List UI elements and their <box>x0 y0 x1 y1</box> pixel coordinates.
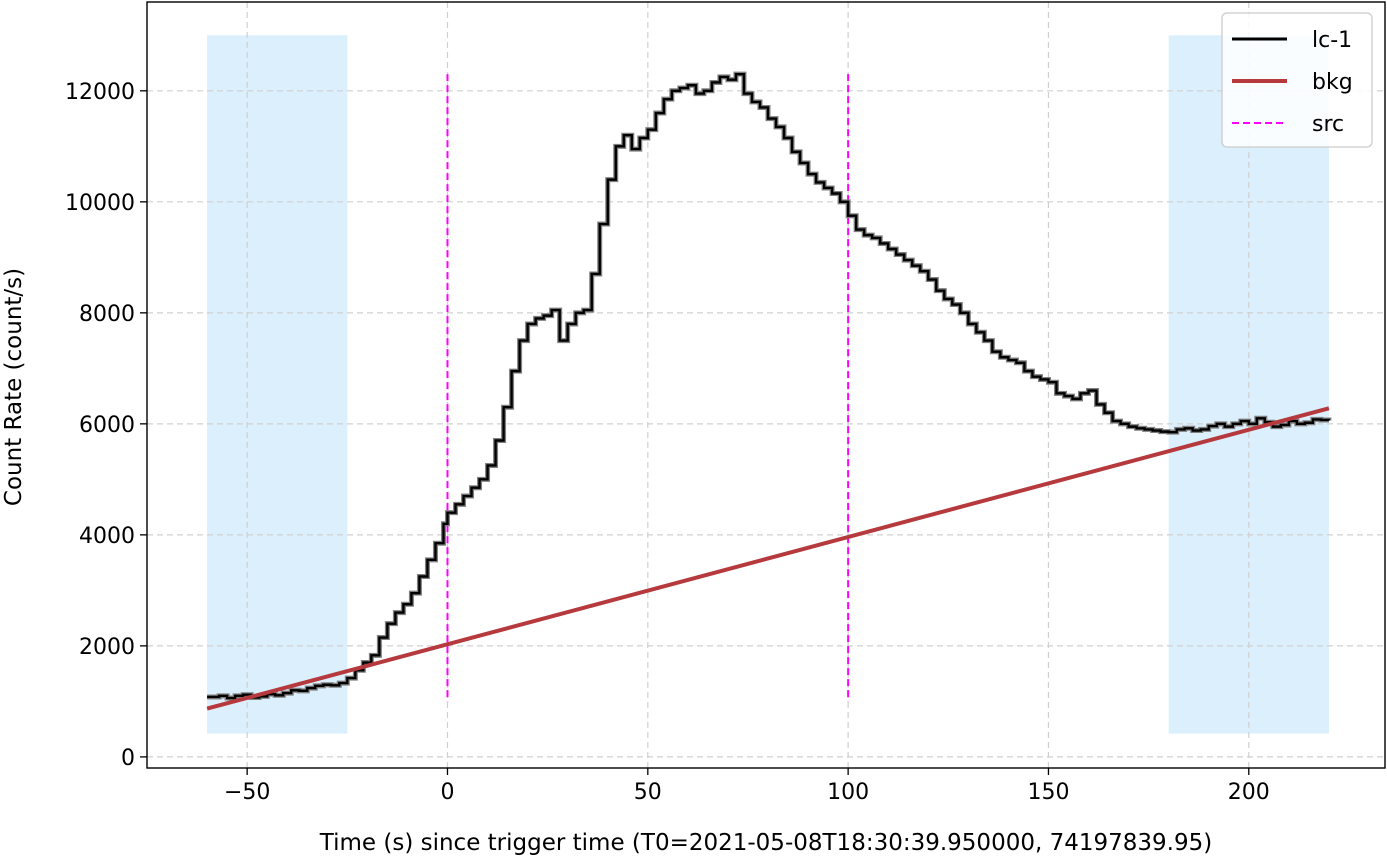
x-tick-label: 200 <box>1228 780 1270 805</box>
series-lc-1 <box>207 72 1331 700</box>
y-tick-label: 12000 <box>65 80 135 105</box>
x-tick-label: 100 <box>827 780 869 805</box>
x-tick-label: 50 <box>634 780 662 805</box>
y-tick-label: 4000 <box>79 524 135 549</box>
legend-label-bkg: bkg <box>1312 70 1353 95</box>
axes-frame <box>146 1 1386 769</box>
series-layer <box>206 71 1332 711</box>
x-axis-ticks: −50 0 50 100 150 200 <box>224 768 1270 805</box>
source-interval-lines <box>446 74 850 702</box>
legend: lc-1 bkg src <box>1221 12 1373 148</box>
legend-label-lc-1: lc-1 <box>1312 28 1352 53</box>
legend-box <box>1221 12 1373 148</box>
x-axis-label: Time (s) since trigger time (T0=2021-05-… <box>319 830 1212 856</box>
y-tick-label: 10000 <box>65 191 135 216</box>
y-tick-label: 0 <box>121 746 135 771</box>
x-tick-label: 0 <box>440 780 454 805</box>
y-axis-ticks: 0 2000 4000 6000 8000 10000 12000 <box>65 80 147 771</box>
y-tick-label: 6000 <box>79 413 135 438</box>
background-interval-1 <box>207 35 348 734</box>
x-tick-label: −50 <box>224 780 270 805</box>
y-tick-label: 2000 <box>79 635 135 660</box>
y-axis-label: Count Rate (count/s) <box>1 268 27 506</box>
background-interval-regions <box>207 35 1329 734</box>
y-tick-label: 8000 <box>79 302 135 327</box>
legend-label-src: src <box>1312 112 1344 137</box>
series-bkg <box>206 406 1330 711</box>
x-tick-label: 150 <box>1027 780 1069 805</box>
